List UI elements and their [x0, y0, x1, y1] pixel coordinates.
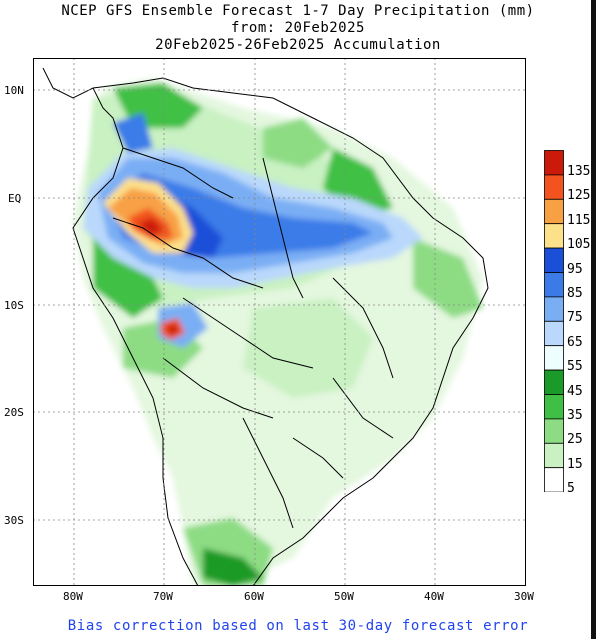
- map-title: NCEP GFS Ensemble Forecast 1-7 Day Preci…: [61, 3, 535, 19]
- lon-label-60w: 60W: [244, 590, 264, 603]
- precipitation-map: [33, 58, 526, 586]
- legend-swatch: [544, 296, 564, 322]
- lat-label-10s: 10S: [4, 299, 24, 312]
- legend-tick-label: 105: [567, 237, 591, 253]
- legend-tick-label: 115: [567, 212, 591, 228]
- legend-tick-label: 65: [567, 334, 583, 350]
- lon-label-70w: 70W: [153, 590, 173, 603]
- legend-swatch: [544, 198, 564, 225]
- legend-tick-label: 95: [567, 261, 583, 277]
- legend-tick-label: 85: [567, 286, 583, 301]
- legend-swatch: [544, 223, 564, 249]
- legend-swatch: [544, 345, 564, 371]
- color-scale-legend: [544, 150, 564, 492]
- legend-swatch: [544, 467, 564, 492]
- country-borders: [42, 67, 489, 586]
- legend-swatch: [544, 418, 564, 444]
- lat-label-eq: EQ: [8, 192, 22, 205]
- legend-swatch: [544, 369, 564, 395]
- legend-tick-label: 15: [567, 456, 583, 472]
- legend-swatch: [544, 272, 564, 298]
- lat-label-30s: 30S: [4, 514, 24, 527]
- legend-tick-label: 55: [567, 359, 583, 375]
- bias-correction-note: Bias correction based on last 30-day for…: [67, 618, 529, 634]
- legend-swatch: [544, 394, 564, 420]
- lat-lon-grid: [33, 58, 526, 586]
- legend-tick-label: 75: [567, 310, 583, 326]
- lon-label-30w: 30W: [514, 590, 534, 603]
- legend-tick-label: 35: [567, 408, 583, 423]
- legend-tick-label: 125: [567, 188, 591, 204]
- lon-label-40w: 40W: [424, 590, 444, 603]
- legend-swatch: [544, 320, 564, 347]
- legend-tick-label: 135: [567, 164, 591, 179]
- legend-swatch: [544, 442, 564, 469]
- lon-label-80w: 80W: [63, 590, 83, 603]
- legend-swatch: [544, 150, 564, 176]
- legend-swatch: [544, 247, 564, 273]
- legend-tick-label: 45: [567, 383, 583, 399]
- forecast-start-date: from: 20Feb2025: [231, 20, 365, 36]
- legend-tick-label: 25: [567, 432, 583, 448]
- legend-tick-label: 5: [567, 481, 575, 497]
- precipitation-field: [73, 78, 483, 586]
- map-frame: [33, 58, 526, 586]
- legend-swatch: [544, 174, 564, 200]
- lat-label-10n: 10N: [4, 84, 24, 97]
- accumulation-period: 20Feb2025-26Feb2025 Accumulation: [155, 37, 441, 53]
- window-edge: [591, 0, 596, 639]
- lat-label-20s: 20S: [4, 406, 24, 419]
- lon-label-50w: 50W: [334, 590, 354, 603]
